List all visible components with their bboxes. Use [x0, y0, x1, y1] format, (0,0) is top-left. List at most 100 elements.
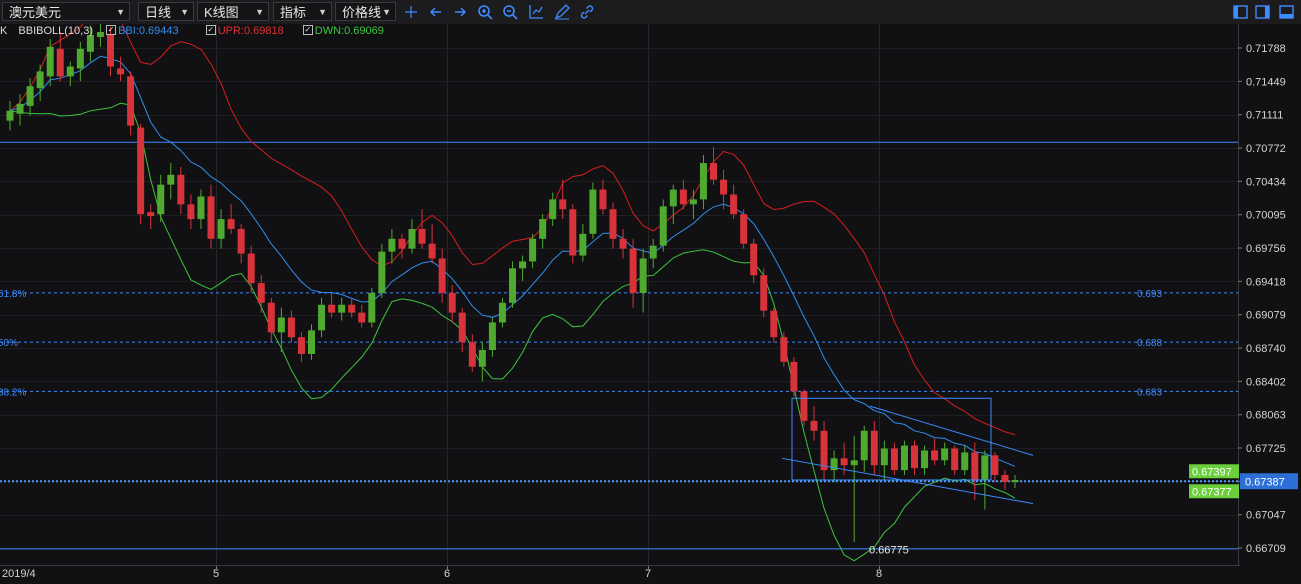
x-tick-mark: [879, 566, 880, 570]
candle-body: [66, 66, 74, 77]
y-tick-label: 0.69756: [1246, 243, 1286, 255]
arrow-left-icon[interactable]: [427, 3, 445, 21]
candle-body: [780, 337, 788, 362]
candle-body: [870, 430, 878, 466]
zoom-in-icon[interactable]: [476, 3, 494, 21]
y-tick-label: 0.66709: [1246, 543, 1286, 555]
axis-scale-icon[interactable]: [527, 3, 545, 21]
candlestick-chart[interactable]: 61.8%0.69350%0.68838.2%0.6830.720600.667…: [0, 24, 1301, 565]
x-tick-mark: [648, 566, 649, 570]
legend-prefix: K: [0, 25, 8, 37]
y-tick-label: 0.68740: [1246, 343, 1286, 355]
candle-body: [860, 430, 868, 461]
candle-body: [880, 448, 888, 466]
symbol-select[interactable]: 澳元美元 ▼: [2, 2, 130, 21]
candle-body: [941, 448, 949, 461]
fib-level-percent: 61.8%: [0, 289, 26, 300]
candle-body: [328, 304, 336, 313]
candle-body: [659, 206, 667, 246]
candle-body: [448, 292, 456, 313]
y-tick-label: 0.71449: [1246, 76, 1286, 88]
candle-body: [468, 342, 476, 367]
upr-band-line: [9, 24, 1016, 436]
y-tick-label: 0.69079: [1246, 310, 1286, 322]
candle-body: [348, 304, 356, 313]
fib-level-price: 0.683: [1137, 387, 1162, 398]
candle-body: [800, 391, 808, 421]
candle-body: [619, 238, 627, 249]
chart-type-label: K线图: [204, 5, 239, 20]
period-select[interactable]: 日线 ▼: [138, 2, 194, 21]
indicator-label: 指标: [280, 5, 307, 20]
price-line-select[interactable]: 价格线 ▼: [335, 2, 396, 21]
candle-body: [368, 292, 376, 323]
candle-body: [629, 248, 637, 293]
fib-level-percent: 50%: [0, 338, 18, 349]
candle-body: [378, 251, 386, 293]
candle-body: [56, 48, 64, 77]
zoom-out-icon[interactable]: [501, 3, 519, 21]
candle-body: [157, 184, 165, 215]
layout-left-icon[interactable]: [1232, 3, 1250, 21]
candle-body: [478, 350, 486, 367]
candle-body: [921, 450, 929, 469]
chart-type-select[interactable]: K线图 ▼: [197, 2, 269, 21]
dwn-checkbox[interactable]: ✓: [302, 25, 313, 36]
crosshair-icon[interactable]: [402, 3, 420, 21]
y-tick-label: 0.68402: [1246, 376, 1286, 388]
candle-body: [147, 212, 155, 217]
candle-body: [418, 228, 426, 244]
candle-body: [16, 103, 24, 114]
candle-body: [750, 243, 758, 276]
candle-body: [609, 209, 617, 239]
x-tick-label: 5: [213, 568, 220, 580]
link-icon[interactable]: [578, 3, 596, 21]
candle-body: [76, 48, 84, 69]
candle-body: [961, 452, 969, 471]
candle-body: [720, 179, 728, 195]
candle-body: [770, 310, 778, 338]
arrow-right-icon[interactable]: [451, 3, 469, 21]
x-axis: 2019/4 5 6 7 8: [0, 565, 1240, 584]
candle-body: [689, 199, 697, 205]
bbi-value: BBI:0.69443: [118, 25, 179, 37]
candle-body: [971, 452, 979, 480]
fib-level-price: 0.693: [1137, 289, 1162, 300]
candle-body: [599, 189, 607, 210]
chevron-down-icon: ▼: [382, 7, 391, 17]
x-tick-label: 8: [876, 568, 883, 580]
chevron-down-icon: ▼: [255, 7, 264, 17]
candle-body: [529, 238, 537, 262]
x-tick-mark: [447, 566, 448, 570]
y-tick-label: 0.67047: [1246, 510, 1286, 522]
fib-level-percent: 38.2%: [0, 387, 26, 398]
candle-body: [207, 196, 215, 239]
candle-body: [107, 34, 114, 67]
candle-body: [277, 317, 285, 333]
indicator-select[interactable]: 指标 ▼: [273, 2, 332, 21]
candle-body: [981, 455, 989, 480]
layout-bottom-icon[interactable]: [1278, 3, 1296, 21]
candle-body: [900, 445, 908, 471]
candle-body: [951, 448, 959, 471]
candle-body: [820, 430, 828, 471]
candle-body: [519, 261, 527, 269]
pencil-icon[interactable]: [553, 3, 571, 21]
candle-body: [1001, 475, 1009, 482]
bbi-checkbox[interactable]: ✓: [106, 25, 117, 36]
chevron-down-icon: ▼: [318, 7, 327, 17]
candle-body: [488, 322, 496, 351]
layout-right-icon[interactable]: [1254, 3, 1272, 21]
candle-body: [388, 238, 396, 252]
candle-body: [287, 317, 295, 338]
candle-body: [247, 253, 255, 284]
candle-body: [1011, 479, 1019, 482]
period-label: 日线: [145, 5, 172, 20]
candle-body: [730, 194, 738, 215]
upr-checkbox[interactable]: ✓: [205, 25, 216, 36]
candle-body: [790, 361, 798, 392]
current-price-tag-label: 0.67387: [1245, 476, 1285, 488]
y-tick-label: 0.67725: [1246, 443, 1286, 455]
toolbar: 澳元美元 ▼ 日线 ▼ K线图 ▼ 指标 ▼ 价格线 ▼: [0, 0, 1301, 25]
candle-body: [539, 219, 547, 239]
